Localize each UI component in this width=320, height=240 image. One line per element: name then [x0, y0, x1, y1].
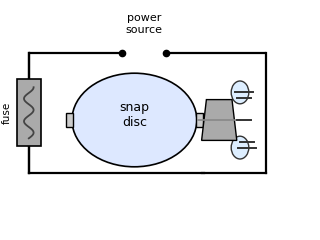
Bar	[66, 114, 73, 127]
Text: fuse: fuse	[2, 102, 12, 124]
Polygon shape	[202, 100, 237, 140]
Bar	[17, 79, 41, 146]
Text: snap
disc: snap disc	[119, 101, 149, 129]
Circle shape	[72, 73, 197, 167]
Text: power
source: power source	[125, 13, 163, 35]
Bar	[196, 114, 203, 127]
Ellipse shape	[231, 81, 249, 104]
Ellipse shape	[231, 136, 249, 159]
